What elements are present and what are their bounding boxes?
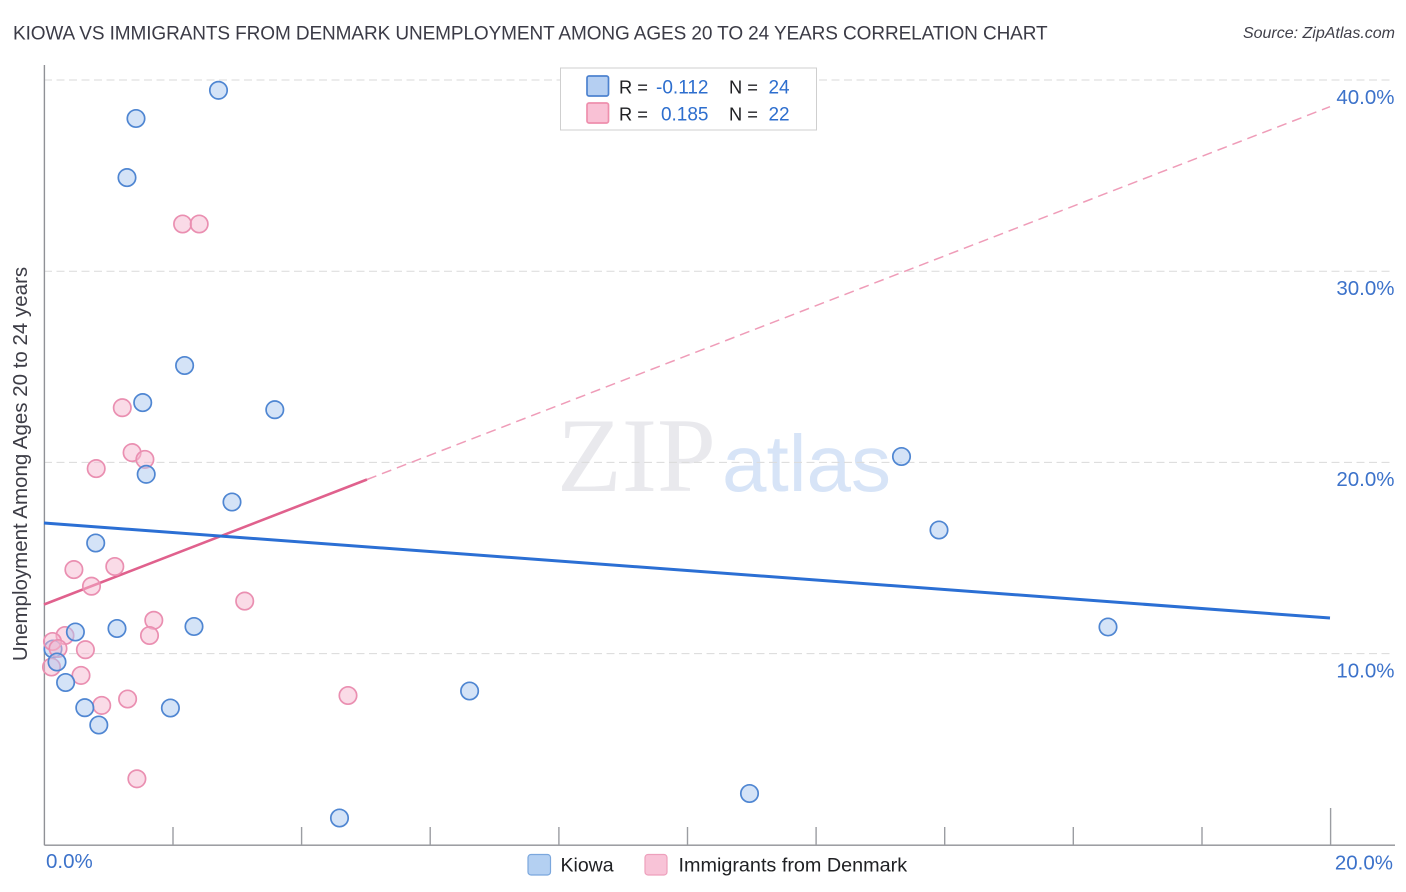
svg-text:0.185: 0.185 <box>661 104 709 125</box>
svg-text:30.0%: 30.0% <box>1336 277 1394 300</box>
svg-text:R =: R = <box>619 103 648 124</box>
svg-text:Kiowa: Kiowa <box>561 855 614 877</box>
svg-text:10.0%: 10.0% <box>1336 660 1394 683</box>
svg-text:Unemployment Among Ages 20 to: Unemployment Among Ages 20 to 24 years <box>9 267 32 661</box>
svg-text:Immigrants from Denmark: Immigrants from Denmark <box>679 855 908 877</box>
svg-text:0.0%: 0.0% <box>46 850 93 873</box>
svg-text:40.0%: 40.0% <box>1336 86 1394 109</box>
svg-text:20.0%: 20.0% <box>1336 468 1394 491</box>
svg-text:20.0%: 20.0% <box>1335 852 1393 875</box>
svg-text:N =: N = <box>729 103 758 124</box>
svg-text:ZIPatlas: ZIPatlas <box>557 397 891 514</box>
svg-text:Source: ZipAtlas.com: Source: ZipAtlas.com <box>1243 25 1395 42</box>
svg-text:KIOWA VS IMMIGRANTS FROM DENMA: KIOWA VS IMMIGRANTS FROM DENMARK UNEMPLO… <box>13 24 1048 45</box>
svg-text:22: 22 <box>768 104 789 125</box>
svg-text:24: 24 <box>768 78 790 99</box>
svg-text:N =: N = <box>729 77 758 98</box>
svg-text:-0.112: -0.112 <box>656 78 708 99</box>
svg-text:R =: R = <box>619 77 648 98</box>
